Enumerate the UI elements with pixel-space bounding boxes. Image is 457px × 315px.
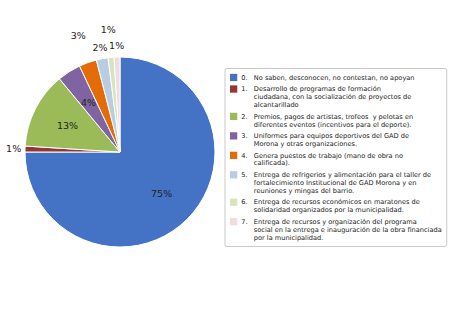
data-label: 1% bbox=[101, 24, 116, 35]
data-label: 2% bbox=[93, 42, 108, 53]
legend-swatch bbox=[230, 171, 237, 178]
data-label: 1% bbox=[6, 143, 21, 154]
pie-slice bbox=[96, 58, 120, 152]
data-label: 3% bbox=[71, 30, 86, 41]
pie-slice bbox=[108, 57, 120, 152]
legend-swatch bbox=[230, 74, 237, 81]
chart: 75%1%13%4%3%2%1%1%0. No saben, desconoce… bbox=[0, 0, 457, 315]
data-label: 4% bbox=[81, 97, 96, 108]
legend-label: 3. Uniformes para equipos deportivos del… bbox=[241, 132, 409, 148]
legend-label: 0. No saben, desconocen, no contestan, n… bbox=[241, 74, 414, 82]
legend-label: 6. Entrega de recursos económicos en mar… bbox=[241, 198, 419, 214]
legend-frame bbox=[225, 69, 447, 247]
legend: 0. No saben, desconocen, no contestan, n… bbox=[225, 69, 447, 247]
data-label: 75% bbox=[151, 188, 172, 199]
legend-swatch bbox=[230, 132, 237, 139]
pie-slice bbox=[25, 57, 215, 247]
legend-swatch bbox=[230, 152, 237, 159]
legend-swatch bbox=[230, 199, 237, 206]
data-labels: 75%1%13%4%3%2%1%1% bbox=[6, 24, 172, 200]
legend-label: 1. Desarrollo de programas de formación … bbox=[241, 85, 411, 109]
legend-label: 2. Premios, pagos de artistas, trofeos y… bbox=[241, 113, 413, 129]
legend-label: 4. Genera puestos de trabajo (mano de ob… bbox=[241, 152, 403, 168]
legend-swatch bbox=[230, 113, 237, 120]
data-label: 1% bbox=[109, 40, 124, 51]
legend-label: 5. Entrega de refrigerios y alimentación… bbox=[241, 171, 431, 195]
pie bbox=[25, 57, 215, 247]
legend-swatch bbox=[230, 218, 237, 225]
data-label: 13% bbox=[57, 120, 78, 131]
legend-swatch bbox=[230, 85, 237, 92]
pie-slice bbox=[114, 57, 120, 152]
legend-label: 7. Entrega de recursos y organización de… bbox=[241, 218, 441, 242]
